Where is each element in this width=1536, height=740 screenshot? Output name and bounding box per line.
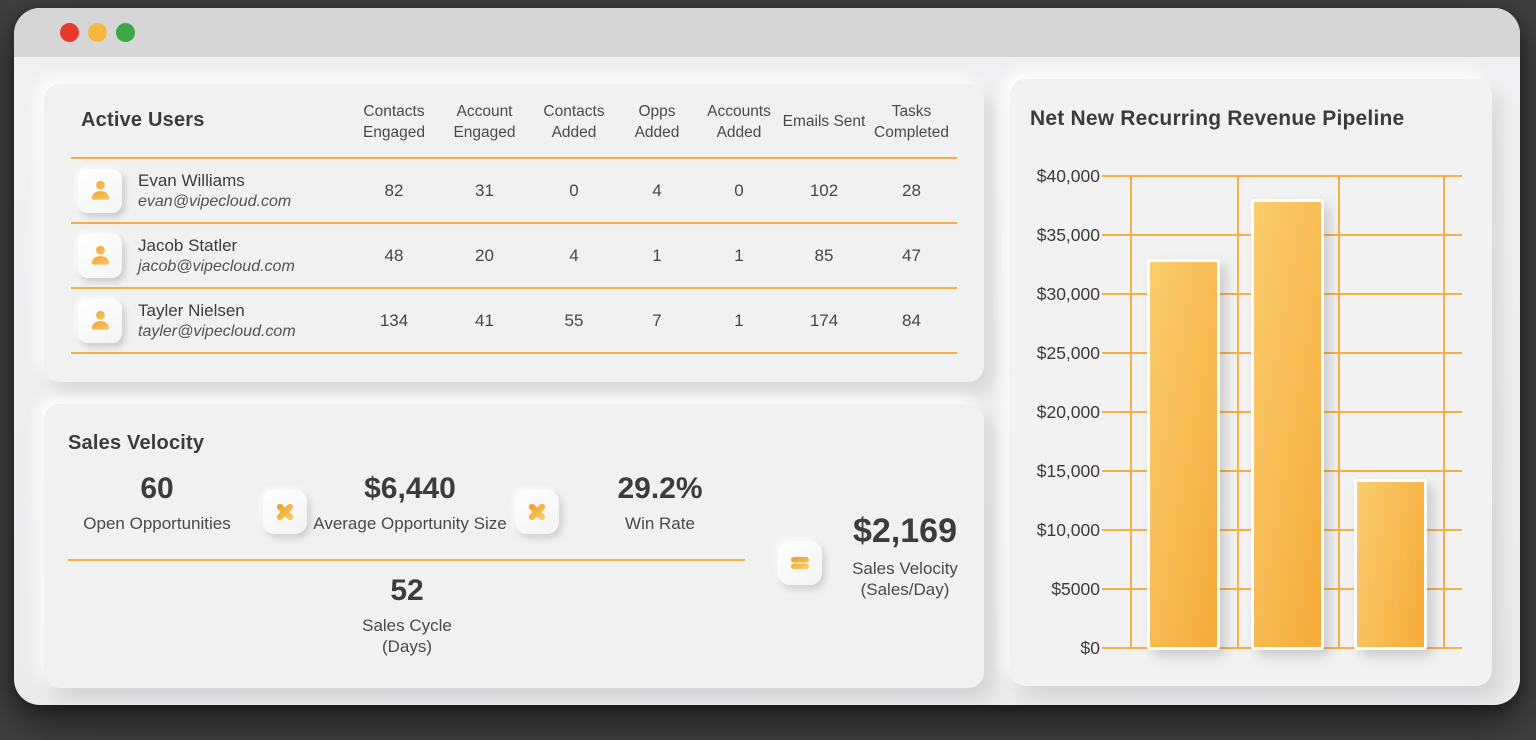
average-opportunity-size-metric: $6,440 Average Opportunity Size: [280, 472, 540, 535]
y-axis-tick-label: $5000: [1051, 579, 1100, 599]
user-name: Tayler Nielsen: [138, 300, 245, 320]
person-icon: [91, 310, 109, 330]
vertical-gridline: [1237, 176, 1239, 648]
app-window: Active Users Contacts Engaged Account En…: [14, 8, 1520, 705]
y-axis-tick-label: $25,000: [1036, 343, 1100, 363]
stat-accounts-added: 1: [734, 310, 744, 330]
user-row: Tayler Nielsen tayler@vipecloud.com 134 …: [71, 289, 957, 354]
stat-accounts-added: 0: [734, 180, 744, 200]
sales-velocity-result-metric: $2,169 Sales Velocity (Sales/Day): [820, 512, 990, 600]
dashboard-content: Active Users Contacts Engaged Account En…: [14, 57, 1520, 705]
horizontal-gridline: [1102, 175, 1462, 177]
column-header-accounts-added: Accounts Added: [707, 103, 771, 141]
y-axis-tick-label: $10,000: [1036, 520, 1100, 540]
win-rate-metric: 29.2% Win Rate: [580, 472, 740, 535]
y-axis-tick-label: $40,000: [1036, 166, 1100, 186]
avatar: [78, 233, 122, 278]
active-users-header-row: Active Users Contacts Engaged Account En…: [71, 84, 957, 159]
column-header-emails-sent: Emails Sent: [782, 113, 866, 131]
column-header-tasks-completed: Tasks Completed: [874, 103, 949, 141]
active-users-card: Active Users Contacts Engaged Account En…: [44, 84, 984, 382]
multiply-icon: [276, 503, 294, 521]
y-axis-tick-label: $35,000: [1036, 225, 1100, 245]
open-opportunities-metric: 60 Open Opportunities: [57, 472, 257, 535]
sales-cycle-metric: 52 Sales Cycle (Days): [257, 574, 557, 657]
stat-tasks-completed: 84: [902, 310, 921, 330]
traffic-light-maximize[interactable]: [116, 23, 135, 42]
person-icon: [91, 245, 109, 265]
traffic-light-minimize[interactable]: [88, 23, 107, 42]
stat-contacts-added: 0: [569, 180, 579, 200]
stat-accounts-added: 1: [734, 245, 744, 265]
stat-opps-added: 4: [652, 180, 662, 200]
person-icon: [91, 180, 109, 200]
sales-cycle-value: 52: [390, 574, 424, 607]
revenue-pipeline-chart-card: Net New Recurring Revenue Pipeline $40,0…: [1010, 79, 1492, 686]
sales-velocity-result-value: $2,169: [853, 512, 957, 550]
user-row: Jacob Statler jacob@vipecloud.com 48 20 …: [71, 224, 957, 289]
avatar: [78, 168, 122, 213]
stat-emails-sent: 102: [809, 180, 839, 200]
multiply-operator: [263, 490, 307, 534]
y-axis-tick-label: $0: [1080, 638, 1100, 658]
open-opportunities-label: Open Opportunities: [83, 514, 231, 533]
chart-y-axis-labels: $40,000 $35,000 $30,000 $25,000 $20,000 $15,0…: [1010, 166, 1100, 658]
revenue-bar: [1354, 478, 1427, 650]
y-axis-tick-label: $20,000: [1036, 402, 1100, 422]
multiply-operator: [515, 490, 559, 534]
y-axis-tick-label: $15,000: [1036, 461, 1100, 481]
user-email: tayler@vipecloud.com: [138, 322, 296, 340]
stat-contacts-engaged: 134: [379, 310, 409, 330]
traffic-light-close[interactable]: [60, 23, 79, 42]
sales-cycle-label: Sales Cycle (Days): [362, 616, 452, 656]
avatar: [78, 298, 122, 343]
column-header-opps-added: Opps Added: [634, 103, 680, 141]
user-row: Evan Williams evan@vipecloud.com 82 31 0…: [71, 159, 957, 224]
average-opportunity-size-value: $6,440: [364, 472, 456, 505]
column-header-contacts-added: Contacts Added: [543, 103, 605, 141]
stat-contacts-engaged: 48: [384, 245, 404, 265]
sales-velocity-card: Sales Velocity 60 Open Opportunities $6,…: [44, 404, 984, 688]
stat-contacts-added: 4: [569, 245, 579, 265]
stat-account-engaged: 41: [475, 310, 494, 330]
vertical-gridline: [1338, 176, 1340, 648]
stat-opps-added: 7: [652, 310, 662, 330]
column-header-contacts-engaged: Contacts Engaged: [362, 103, 426, 141]
active-users-title: Active Users: [81, 109, 205, 131]
stat-tasks-completed: 47: [902, 245, 921, 265]
equals-operator: [778, 541, 822, 585]
vertical-gridline: [1443, 176, 1445, 648]
win-rate-label: Win Rate: [625, 514, 695, 533]
win-rate-value: 29.2%: [617, 472, 703, 505]
stat-account-engaged: 31: [475, 180, 494, 200]
column-header-account-engaged: Account Engaged: [453, 103, 516, 141]
user-name: Evan Williams: [138, 170, 245, 190]
user-email: evan@vipecloud.com: [138, 192, 292, 210]
equals-icon: [791, 557, 809, 569]
stat-contacts-engaged: 82: [384, 180, 404, 200]
sales-velocity-title: Sales Velocity: [68, 432, 205, 454]
stat-contacts-added: 55: [564, 310, 584, 330]
chart-plot: [1102, 175, 1462, 650]
revenue-bar: [1251, 199, 1324, 650]
revenue-bar: [1147, 259, 1220, 650]
window-titlebar: [14, 8, 1520, 57]
multiply-icon: [528, 503, 546, 521]
average-opportunity-size-label: Average Opportunity Size: [313, 514, 507, 533]
chart-title: Net New Recurring Revenue Pipeline: [1030, 107, 1405, 130]
open-opportunities-value: 60: [140, 472, 174, 505]
y-axis-tick-label: $30,000: [1036, 284, 1100, 304]
user-name: Jacob Statler: [138, 235, 238, 255]
stat-emails-sent: 85: [814, 245, 834, 265]
stat-tasks-completed: 28: [902, 180, 921, 200]
sales-velocity-result-label: Sales Velocity (Sales/Day): [852, 559, 958, 599]
user-email: jacob@vipecloud.com: [138, 257, 295, 275]
stat-opps-added: 1: [652, 245, 662, 265]
vertical-gridline: [1130, 176, 1132, 648]
fraction-divider: [68, 559, 745, 561]
stat-account-engaged: 20: [475, 245, 494, 265]
stat-emails-sent: 174: [809, 310, 839, 330]
